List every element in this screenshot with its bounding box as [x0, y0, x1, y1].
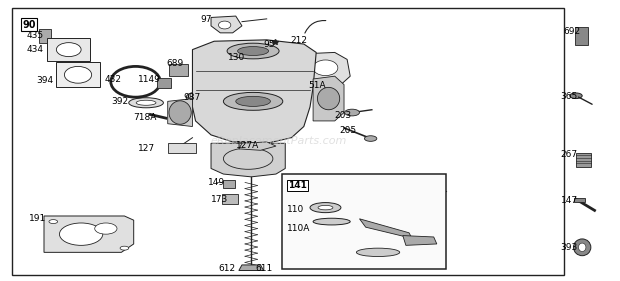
- Ellipse shape: [356, 248, 400, 257]
- Polygon shape: [47, 38, 91, 61]
- Bar: [222, 194, 237, 204]
- Text: 141: 141: [288, 181, 308, 190]
- Ellipse shape: [318, 205, 333, 210]
- Ellipse shape: [169, 101, 191, 124]
- Text: 191: 191: [29, 214, 46, 223]
- Text: 127A: 127A: [236, 140, 259, 149]
- Ellipse shape: [218, 21, 231, 29]
- Polygon shape: [168, 99, 192, 126]
- Ellipse shape: [310, 203, 341, 213]
- Ellipse shape: [578, 243, 586, 251]
- Text: 127: 127: [138, 144, 155, 153]
- Text: 365: 365: [560, 92, 578, 101]
- Polygon shape: [239, 265, 264, 271]
- Text: 147: 147: [560, 196, 578, 205]
- Text: 611: 611: [255, 264, 273, 273]
- Ellipse shape: [192, 95, 202, 99]
- Text: 203: 203: [335, 111, 352, 120]
- Ellipse shape: [223, 92, 283, 110]
- Text: 110: 110: [286, 205, 304, 214]
- Ellipse shape: [227, 43, 279, 59]
- Ellipse shape: [56, 43, 81, 56]
- Ellipse shape: [574, 239, 591, 256]
- Text: 612: 612: [218, 264, 236, 273]
- Text: 689: 689: [167, 59, 184, 68]
- Polygon shape: [192, 40, 316, 143]
- Text: 212: 212: [290, 37, 307, 46]
- Bar: [39, 29, 51, 43]
- Text: 149: 149: [208, 178, 225, 187]
- Ellipse shape: [313, 218, 350, 225]
- Text: eReplacementParts.com: eReplacementParts.com: [211, 135, 347, 146]
- Bar: [169, 64, 187, 76]
- Ellipse shape: [64, 66, 92, 83]
- Bar: [282, 174, 446, 269]
- Bar: [574, 198, 585, 202]
- Text: 173: 173: [211, 195, 228, 204]
- Text: 394: 394: [37, 76, 54, 85]
- Ellipse shape: [60, 223, 103, 245]
- Text: 130: 130: [228, 53, 246, 62]
- Text: 434: 434: [27, 46, 43, 55]
- Text: 110A: 110A: [286, 225, 310, 234]
- Polygon shape: [44, 216, 134, 252]
- Ellipse shape: [365, 136, 377, 141]
- Polygon shape: [360, 219, 412, 238]
- Polygon shape: [56, 62, 100, 87]
- Ellipse shape: [345, 109, 360, 116]
- Ellipse shape: [49, 220, 58, 224]
- Ellipse shape: [95, 223, 117, 234]
- Polygon shape: [211, 143, 285, 177]
- Polygon shape: [168, 143, 195, 153]
- Text: 987: 987: [184, 93, 201, 102]
- Text: 692: 692: [564, 27, 581, 36]
- Ellipse shape: [317, 87, 340, 110]
- Polygon shape: [239, 142, 276, 150]
- Text: 718A: 718A: [134, 112, 157, 122]
- Text: 393: 393: [560, 243, 578, 252]
- Polygon shape: [298, 53, 350, 87]
- Ellipse shape: [231, 48, 256, 62]
- Ellipse shape: [570, 93, 582, 99]
- Ellipse shape: [120, 246, 129, 250]
- Text: 267: 267: [560, 150, 578, 159]
- Text: 51A: 51A: [309, 81, 326, 90]
- Text: 97: 97: [200, 15, 211, 24]
- Text: 205: 205: [340, 126, 357, 135]
- Text: 435: 435: [27, 31, 44, 40]
- Ellipse shape: [136, 100, 156, 105]
- Bar: [575, 27, 588, 46]
- Ellipse shape: [237, 47, 268, 56]
- Bar: [12, 8, 564, 275]
- Bar: [576, 153, 591, 167]
- Ellipse shape: [129, 98, 164, 108]
- Ellipse shape: [186, 92, 208, 102]
- Text: 95: 95: [264, 40, 275, 49]
- Ellipse shape: [313, 60, 338, 76]
- Text: 90: 90: [22, 20, 36, 30]
- Ellipse shape: [236, 96, 270, 106]
- Text: 1149: 1149: [138, 75, 161, 84]
- Text: 432: 432: [105, 75, 122, 84]
- Bar: [157, 78, 171, 88]
- Polygon shape: [313, 76, 344, 121]
- Text: 392: 392: [111, 97, 128, 106]
- Polygon shape: [211, 16, 242, 33]
- Polygon shape: [403, 235, 437, 245]
- Bar: [223, 180, 234, 188]
